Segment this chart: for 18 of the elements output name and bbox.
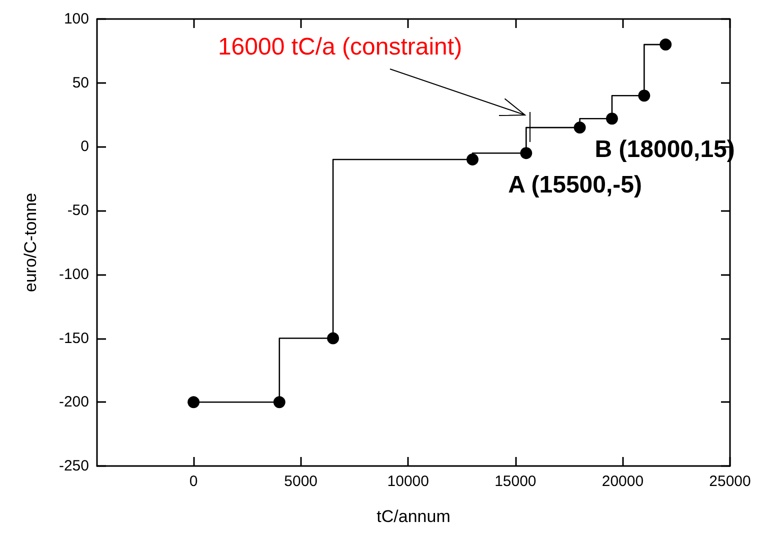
x-tick-label: 25000 <box>709 473 751 490</box>
y-tick-label: 100 <box>64 10 89 28</box>
y-tick-label: 0 <box>80 138 89 156</box>
annotation: A (15500,-5) <box>508 172 642 199</box>
x-axis-title: tC/annum <box>376 507 450 526</box>
x-tick-label: 20000 <box>602 473 644 490</box>
x-tick-label: 15000 <box>494 473 536 490</box>
y-tick-label: -50 <box>67 202 89 220</box>
y-tick-label: -250 <box>58 458 89 474</box>
y-tick-label: -100 <box>58 266 89 283</box>
annotation: 16000 tC/a (constraint) <box>218 34 462 60</box>
y-tick-label: -200 <box>58 394 89 411</box>
x-tick-label: 0 <box>189 473 198 490</box>
y-tick-label: 50 <box>72 74 89 92</box>
y-axis-title: euro/C-tonne <box>21 192 40 292</box>
x-tick-label: 10000 <box>387 473 429 490</box>
x-tick-label: 5000 <box>284 473 318 490</box>
y-tick-label: -150 <box>58 330 89 347</box>
